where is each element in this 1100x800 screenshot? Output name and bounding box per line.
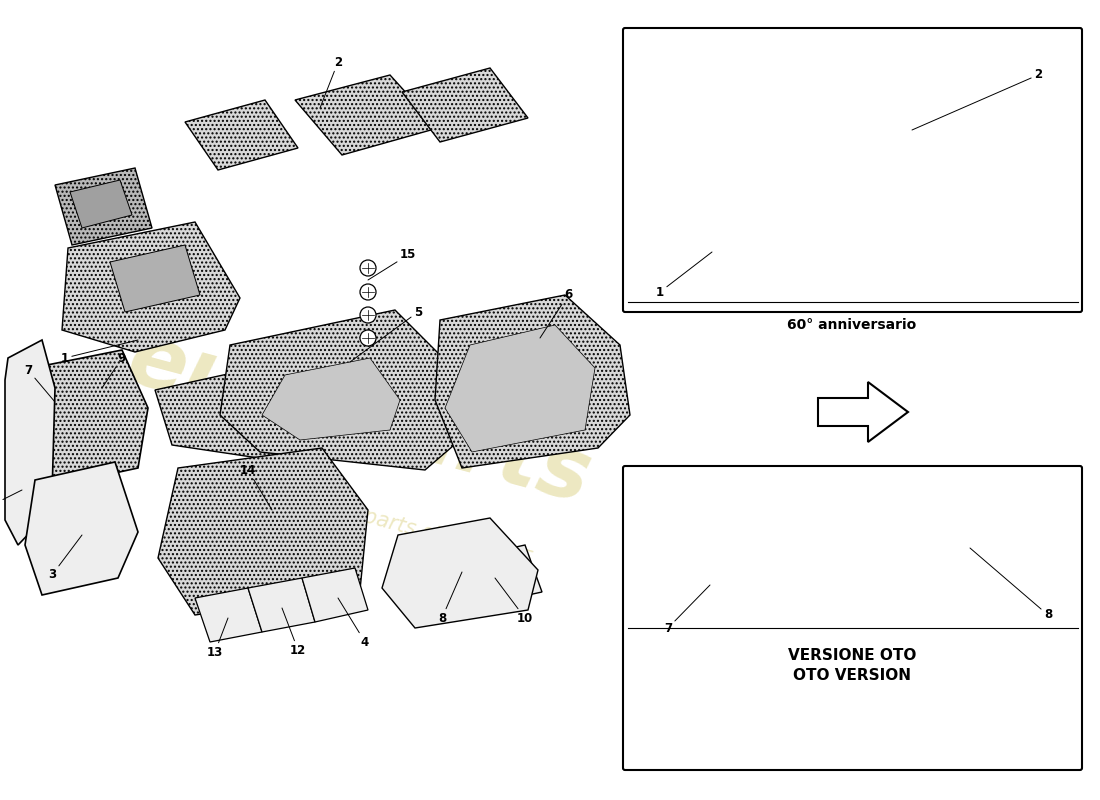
Text: 14: 14 — [240, 463, 272, 510]
Text: 4: 4 — [338, 598, 370, 649]
Text: 15: 15 — [368, 249, 416, 280]
Text: 5: 5 — [350, 306, 422, 362]
Text: VERSIONE OTO
OTO VERSION: VERSIONE OTO OTO VERSION — [788, 648, 916, 682]
Polygon shape — [55, 168, 152, 245]
Text: 13: 13 — [207, 618, 228, 658]
Polygon shape — [70, 180, 132, 228]
Polygon shape — [262, 358, 400, 440]
Text: 1: 1 — [60, 340, 138, 365]
Text: 1: 1 — [656, 252, 712, 298]
Text: 60° anniversario: 60° anniversario — [788, 318, 916, 332]
Polygon shape — [840, 92, 970, 165]
Text: 8: 8 — [438, 572, 462, 625]
Circle shape — [360, 284, 376, 300]
Polygon shape — [738, 80, 860, 148]
Polygon shape — [832, 475, 1068, 592]
Text: 8: 8 — [970, 548, 1052, 622]
Polygon shape — [220, 310, 460, 470]
Polygon shape — [155, 368, 298, 460]
Text: 9: 9 — [102, 351, 126, 388]
Text: 2: 2 — [912, 69, 1042, 130]
Polygon shape — [295, 75, 438, 155]
Polygon shape — [185, 100, 298, 170]
Text: 6: 6 — [540, 289, 572, 338]
Text: a passion for parts since 1985: a passion for parts since 1985 — [226, 470, 535, 570]
Text: 10: 10 — [495, 578, 534, 625]
Text: 12: 12 — [282, 608, 306, 657]
Polygon shape — [448, 545, 542, 608]
Polygon shape — [18, 350, 148, 488]
Polygon shape — [248, 578, 315, 632]
Polygon shape — [648, 522, 788, 605]
Circle shape — [360, 260, 376, 276]
Polygon shape — [818, 382, 907, 442]
Polygon shape — [195, 588, 262, 642]
Text: 3: 3 — [48, 535, 82, 582]
FancyBboxPatch shape — [623, 28, 1082, 312]
Polygon shape — [302, 568, 368, 622]
Polygon shape — [158, 448, 368, 615]
Text: 11: 11 — [0, 490, 22, 511]
Polygon shape — [62, 222, 240, 352]
Polygon shape — [920, 128, 1048, 202]
Text: europarts: europarts — [120, 318, 601, 522]
Polygon shape — [434, 295, 630, 468]
FancyBboxPatch shape — [623, 466, 1082, 770]
Polygon shape — [446, 325, 595, 452]
Polygon shape — [660, 125, 768, 188]
Polygon shape — [402, 68, 528, 142]
Polygon shape — [25, 462, 138, 595]
Text: 2: 2 — [320, 55, 342, 108]
Polygon shape — [648, 472, 870, 552]
Text: 7: 7 — [664, 585, 710, 634]
Text: 7: 7 — [24, 363, 55, 402]
Circle shape — [360, 330, 376, 346]
Polygon shape — [6, 340, 55, 545]
Circle shape — [360, 307, 376, 323]
Polygon shape — [110, 245, 200, 312]
Polygon shape — [382, 518, 538, 628]
Polygon shape — [658, 162, 855, 280]
